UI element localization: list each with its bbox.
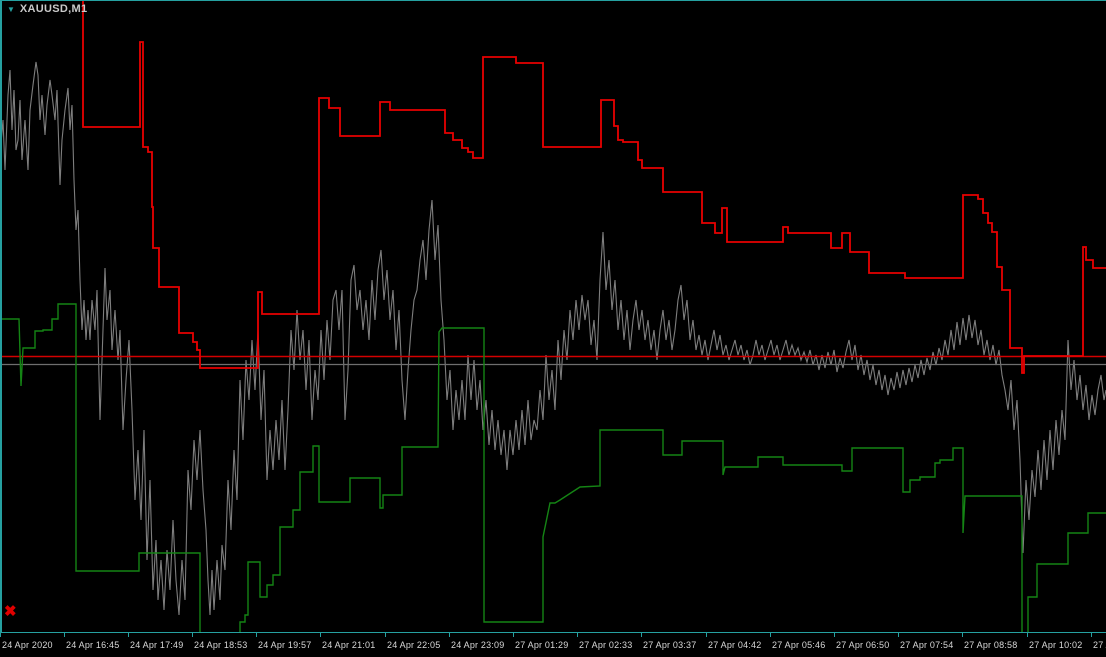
time-axis-tick: [513, 633, 514, 637]
time-axis-label: 27 Apr 07:54: [900, 640, 954, 650]
time-axis-label: 24 Apr 21:01: [322, 640, 376, 650]
resistance-line: [82, 0, 1106, 374]
time-axis-label: 27 Apr 08:58: [964, 640, 1018, 650]
time-axis-tick: [64, 633, 65, 637]
time-axis-label: 24 Apr 23:09: [451, 640, 505, 650]
time-axis-tick: [1091, 633, 1092, 637]
time-axis-label: 24 Apr 19:57: [258, 640, 312, 650]
time-axis-label: 24 Apr 17:49: [130, 640, 184, 650]
time-axis-tick: [128, 633, 129, 637]
sell-cross-marker: ✖: [4, 603, 17, 620]
time-axis-label: 27 A: [1093, 640, 1106, 650]
time-axis-tick: [1027, 633, 1028, 637]
time-axis-label: 24 Apr 18:53: [194, 640, 248, 650]
symbol-period-label: XAUUSD,M1: [19, 3, 88, 15]
time-axis-label: 24 Apr 2020: [2, 640, 53, 650]
chart-canvas[interactable]: [0, 0, 1106, 632]
time-axis-label: 27 Apr 04:42: [708, 640, 762, 650]
time-axis-tick: [898, 633, 899, 637]
time-axis-tick: [256, 633, 257, 637]
time-axis-tick: [577, 633, 578, 637]
time-axis-tick: [962, 633, 963, 637]
time-axis-label: 27 Apr 06:50: [836, 640, 890, 650]
time-axis-tick: [192, 633, 193, 637]
time-axis-tick: [449, 633, 450, 637]
time-axis-label: 27 Apr 01:29: [515, 640, 569, 650]
time-axis-tick: [385, 633, 386, 637]
time-axis-tick: [0, 633, 1, 637]
time-axis-label: 27 Apr 02:33: [579, 640, 633, 650]
price-line: [0, 61, 1106, 616]
chart-title: ▼ XAUUSD,M1: [7, 4, 87, 15]
time-axis-tick: [320, 633, 321, 637]
time-axis-tick: [641, 633, 642, 637]
time-axis-label: 27 Apr 05:46: [772, 640, 826, 650]
time-axis[interactable]: 24 Apr 2020 24 Apr 16:45 24 Apr 17:49 24 Ap…: [0, 632, 1106, 657]
time-axis-label: 24 Apr 22:05: [387, 640, 441, 650]
time-axis-label: 24 Apr 16:45: [66, 640, 120, 650]
symbol-dropdown-icon[interactable]: ▼: [7, 4, 15, 14]
time-axis-tick: [706, 633, 707, 637]
time-axis-label: 27 Apr 10:02: [1029, 640, 1083, 650]
time-axis-tick: [834, 633, 835, 637]
support-line: [0, 303, 1106, 632]
time-axis-label: 27 Apr 03:37: [643, 640, 697, 650]
time-axis-tick: [770, 633, 771, 637]
